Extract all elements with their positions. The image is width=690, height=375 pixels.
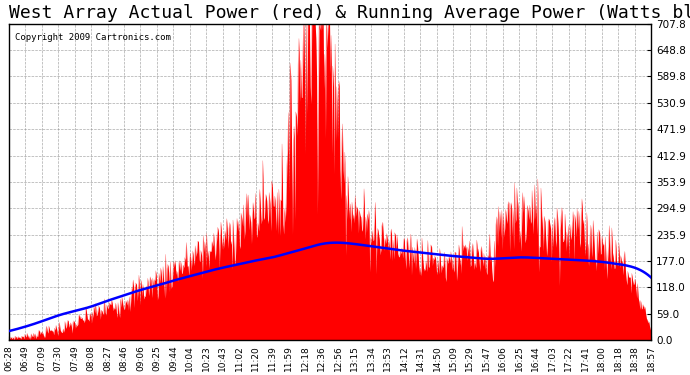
Text: Copyright 2009 Cartronics.com: Copyright 2009 Cartronics.com xyxy=(15,33,171,42)
Text: West Array Actual Power (red) & Running Average Power (Watts blue)  Thu Aug 27 1: West Array Actual Power (red) & Running … xyxy=(9,4,690,22)
